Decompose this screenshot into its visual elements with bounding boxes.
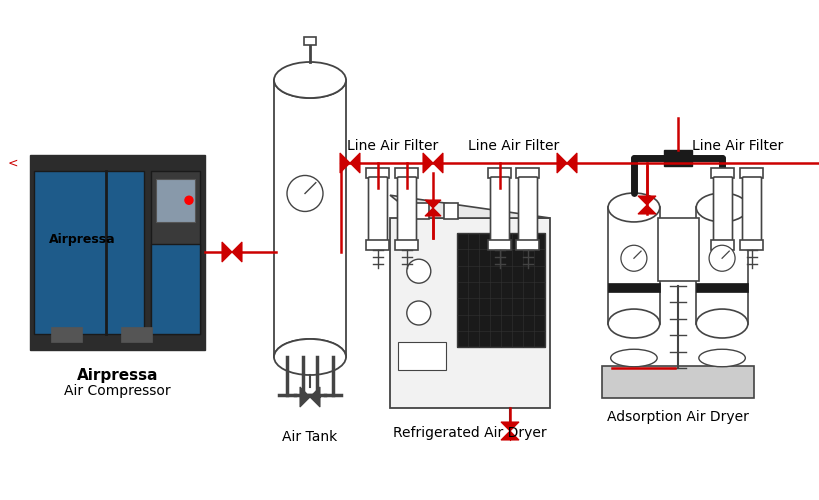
FancyBboxPatch shape xyxy=(121,326,152,342)
FancyBboxPatch shape xyxy=(713,177,731,241)
FancyBboxPatch shape xyxy=(488,168,511,178)
FancyBboxPatch shape xyxy=(457,233,545,347)
FancyBboxPatch shape xyxy=(711,240,734,250)
FancyBboxPatch shape xyxy=(397,177,416,241)
Polygon shape xyxy=(222,242,232,262)
Text: Line Air Filter: Line Air Filter xyxy=(346,139,437,153)
Circle shape xyxy=(287,176,323,212)
Ellipse shape xyxy=(608,193,659,222)
Polygon shape xyxy=(423,153,432,173)
FancyBboxPatch shape xyxy=(443,203,457,219)
FancyBboxPatch shape xyxy=(516,168,539,178)
Polygon shape xyxy=(566,153,577,173)
Polygon shape xyxy=(300,387,310,407)
Polygon shape xyxy=(695,208,747,324)
Polygon shape xyxy=(274,80,346,357)
FancyBboxPatch shape xyxy=(601,366,753,398)
Text: Refrigerated Air Dryer: Refrigerated Air Dryer xyxy=(392,426,546,440)
Circle shape xyxy=(406,259,430,283)
Circle shape xyxy=(620,245,646,271)
FancyBboxPatch shape xyxy=(740,240,762,250)
FancyBboxPatch shape xyxy=(608,283,659,292)
FancyBboxPatch shape xyxy=(395,168,418,178)
FancyBboxPatch shape xyxy=(30,155,205,350)
Text: Air Compressor: Air Compressor xyxy=(64,384,170,398)
Polygon shape xyxy=(232,242,242,262)
Polygon shape xyxy=(500,422,518,431)
FancyBboxPatch shape xyxy=(490,177,509,241)
Polygon shape xyxy=(500,431,518,440)
Polygon shape xyxy=(637,205,655,214)
Polygon shape xyxy=(608,208,659,324)
FancyBboxPatch shape xyxy=(658,218,699,280)
FancyBboxPatch shape xyxy=(366,168,389,178)
Ellipse shape xyxy=(274,62,346,98)
FancyBboxPatch shape xyxy=(663,150,691,166)
FancyBboxPatch shape xyxy=(368,177,387,241)
Text: Line Air Filter: Line Air Filter xyxy=(691,139,782,153)
Ellipse shape xyxy=(698,349,744,367)
FancyBboxPatch shape xyxy=(488,240,511,250)
FancyBboxPatch shape xyxy=(304,37,315,45)
Circle shape xyxy=(406,301,430,325)
Ellipse shape xyxy=(695,309,747,338)
FancyBboxPatch shape xyxy=(741,177,761,241)
Ellipse shape xyxy=(274,339,346,375)
Polygon shape xyxy=(637,196,655,205)
FancyBboxPatch shape xyxy=(516,240,539,250)
Circle shape xyxy=(185,196,192,204)
Polygon shape xyxy=(424,208,441,216)
Ellipse shape xyxy=(608,309,659,338)
FancyBboxPatch shape xyxy=(366,240,389,250)
Text: Airpressa: Airpressa xyxy=(49,233,115,246)
Polygon shape xyxy=(556,153,566,173)
Polygon shape xyxy=(340,153,350,173)
FancyBboxPatch shape xyxy=(414,203,428,219)
Text: Airpressa: Airpressa xyxy=(77,368,158,383)
Polygon shape xyxy=(432,153,442,173)
Polygon shape xyxy=(390,195,550,218)
Polygon shape xyxy=(424,200,441,208)
FancyBboxPatch shape xyxy=(397,342,446,370)
FancyBboxPatch shape xyxy=(151,244,200,334)
Ellipse shape xyxy=(610,349,656,367)
FancyBboxPatch shape xyxy=(34,170,144,334)
Text: Adsorption Air Dryer: Adsorption Air Dryer xyxy=(606,410,748,424)
Text: Line Air Filter: Line Air Filter xyxy=(468,139,559,153)
FancyBboxPatch shape xyxy=(156,179,195,222)
FancyBboxPatch shape xyxy=(711,168,734,178)
Polygon shape xyxy=(310,387,319,407)
FancyBboxPatch shape xyxy=(395,240,418,250)
FancyBboxPatch shape xyxy=(51,326,83,342)
Circle shape xyxy=(708,245,734,271)
FancyBboxPatch shape xyxy=(695,283,747,292)
Text: Air Tank: Air Tank xyxy=(282,430,337,444)
FancyBboxPatch shape xyxy=(151,170,200,334)
FancyBboxPatch shape xyxy=(518,177,536,241)
Ellipse shape xyxy=(695,193,747,222)
Polygon shape xyxy=(350,153,360,173)
Text: <: < xyxy=(8,156,19,170)
FancyBboxPatch shape xyxy=(390,218,550,408)
FancyBboxPatch shape xyxy=(740,168,762,178)
